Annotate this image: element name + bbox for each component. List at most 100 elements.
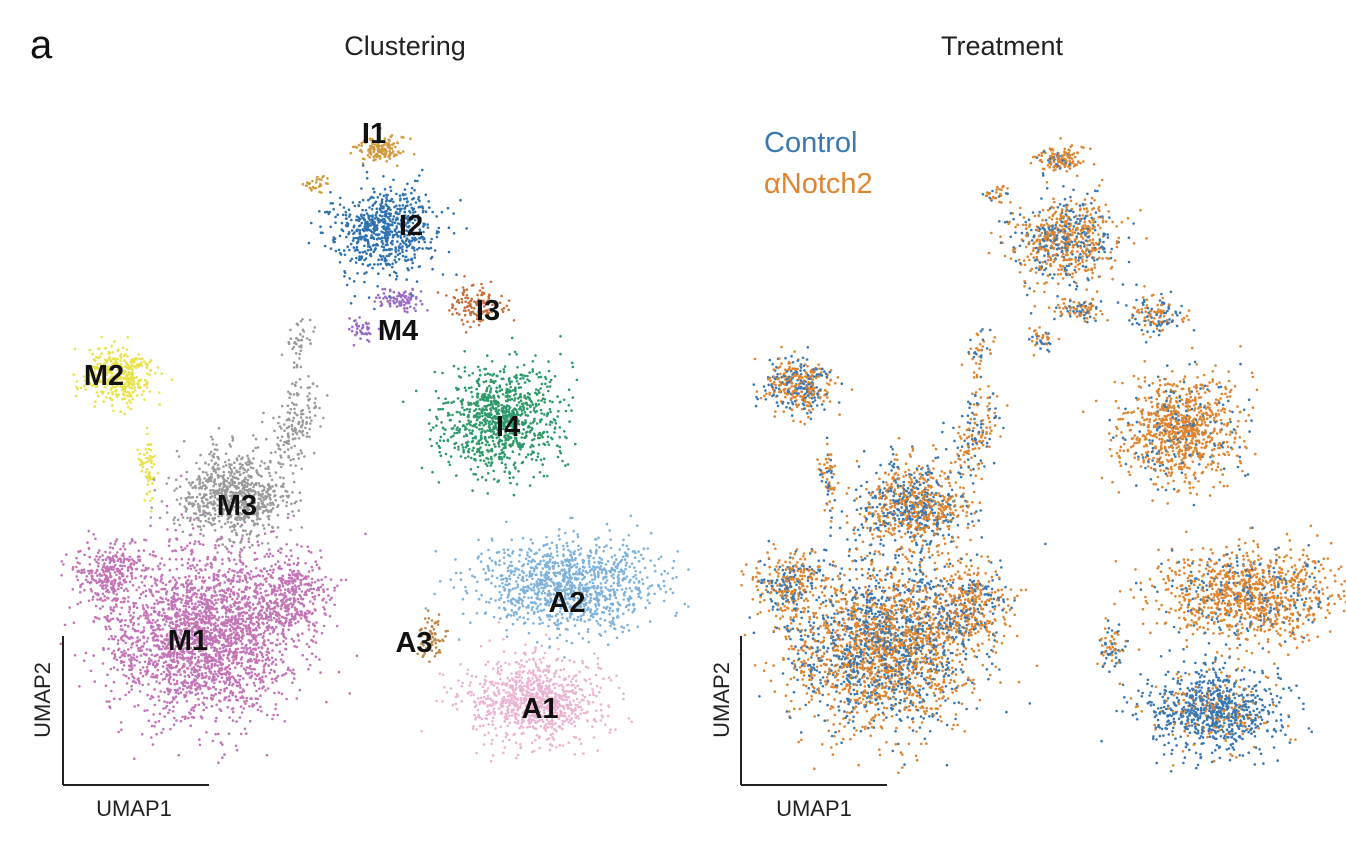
cluster-point bbox=[162, 587, 165, 591]
cluster-point bbox=[167, 692, 170, 696]
cluster-point bbox=[263, 555, 267, 558]
cluster-point bbox=[308, 338, 312, 342]
cluster-point bbox=[172, 576, 175, 579]
cluster-point bbox=[112, 590, 115, 594]
cluster-point bbox=[99, 574, 102, 577]
cluster-point bbox=[314, 560, 318, 563]
cluster-point bbox=[60, 574, 63, 577]
cluster-point bbox=[119, 356, 123, 359]
cluster-point bbox=[97, 580, 101, 584]
cluster-point bbox=[256, 446, 260, 449]
cluster-point bbox=[172, 594, 175, 598]
cluster-point bbox=[261, 574, 265, 578]
cluster-point bbox=[76, 602, 79, 606]
cluster-point bbox=[267, 517, 271, 521]
cluster-point bbox=[143, 453, 146, 456]
cluster-point bbox=[217, 544, 221, 547]
cluster-point bbox=[254, 582, 257, 585]
cluster-point bbox=[274, 601, 278, 605]
cluster-point bbox=[294, 381, 298, 384]
cluster-point bbox=[127, 610, 131, 614]
cluster-point bbox=[215, 594, 218, 597]
cluster-point bbox=[121, 574, 124, 578]
cluster-point bbox=[308, 416, 312, 419]
cluster-point bbox=[167, 680, 171, 684]
cluster-point bbox=[190, 481, 194, 485]
cluster-point bbox=[114, 393, 118, 396]
cluster-point bbox=[160, 731, 163, 734]
cluster-point bbox=[98, 578, 101, 581]
cluster-point bbox=[305, 642, 309, 646]
cluster-point bbox=[165, 511, 169, 514]
cluster-point bbox=[136, 382, 139, 385]
cluster-point bbox=[273, 585, 276, 589]
cluster-point bbox=[261, 420, 264, 424]
cluster-point bbox=[390, 147, 394, 150]
cluster-point bbox=[119, 547, 122, 551]
cluster-point bbox=[209, 479, 213, 483]
cluster-point bbox=[194, 693, 197, 696]
cluster-point bbox=[300, 338, 303, 342]
cluster-point bbox=[205, 605, 208, 609]
cluster-point bbox=[180, 545, 183, 549]
cluster-point bbox=[261, 505, 265, 508]
cluster-point bbox=[136, 617, 140, 620]
cluster-point bbox=[326, 182, 329, 185]
cluster-point bbox=[124, 390, 127, 394]
cluster-point bbox=[233, 466, 236, 470]
cluster-point bbox=[175, 449, 179, 453]
cluster-point bbox=[139, 592, 143, 596]
cluster-point bbox=[203, 579, 207, 583]
cluster-point bbox=[225, 480, 229, 483]
cluster-point bbox=[123, 623, 127, 627]
cluster-point bbox=[202, 610, 206, 614]
cluster-point bbox=[426, 309, 429, 312]
cluster-point bbox=[215, 584, 218, 587]
cluster-point bbox=[297, 339, 301, 342]
cluster-point bbox=[178, 686, 181, 690]
cluster-point bbox=[224, 452, 228, 456]
cluster-point bbox=[304, 590, 308, 594]
cluster-point bbox=[167, 673, 171, 677]
cluster-point bbox=[324, 575, 327, 579]
cluster-point bbox=[221, 615, 224, 619]
cluster-point bbox=[114, 603, 118, 606]
cluster-point bbox=[100, 568, 104, 571]
cluster-point bbox=[227, 570, 230, 574]
cluster-point bbox=[151, 743, 155, 746]
cluster-point bbox=[186, 611, 189, 614]
cluster-point bbox=[219, 688, 222, 692]
cluster-point bbox=[238, 473, 242, 477]
cluster-point bbox=[168, 616, 171, 619]
cluster-point bbox=[205, 696, 209, 700]
cluster-point bbox=[227, 550, 230, 554]
cluster-point bbox=[315, 178, 318, 181]
cluster-point bbox=[289, 577, 293, 580]
cluster-point bbox=[323, 244, 327, 248]
cluster-point bbox=[173, 516, 176, 519]
cluster-point bbox=[280, 435, 284, 439]
cluster-point bbox=[163, 623, 167, 626]
cluster-point bbox=[86, 580, 90, 584]
cluster-point bbox=[321, 583, 325, 587]
cluster-point bbox=[94, 537, 97, 541]
cluster-point bbox=[251, 603, 255, 606]
cluster-point bbox=[102, 648, 105, 651]
cluster-point bbox=[283, 588, 287, 591]
cluster-point bbox=[185, 588, 189, 591]
cluster-point bbox=[300, 425, 303, 429]
cluster-point bbox=[139, 671, 142, 675]
cluster-point bbox=[183, 665, 186, 668]
cluster-point bbox=[195, 569, 198, 572]
cluster-point bbox=[311, 569, 314, 572]
cluster-point bbox=[414, 309, 417, 313]
cluster-point bbox=[263, 486, 266, 489]
cluster-point bbox=[389, 299, 392, 302]
cluster-point bbox=[247, 475, 251, 478]
cluster-point bbox=[168, 538, 172, 541]
cluster-point bbox=[352, 236, 356, 240]
cluster-point bbox=[194, 540, 197, 543]
cluster-point bbox=[130, 360, 133, 364]
cluster-point bbox=[280, 547, 283, 551]
cluster-point bbox=[101, 554, 104, 557]
